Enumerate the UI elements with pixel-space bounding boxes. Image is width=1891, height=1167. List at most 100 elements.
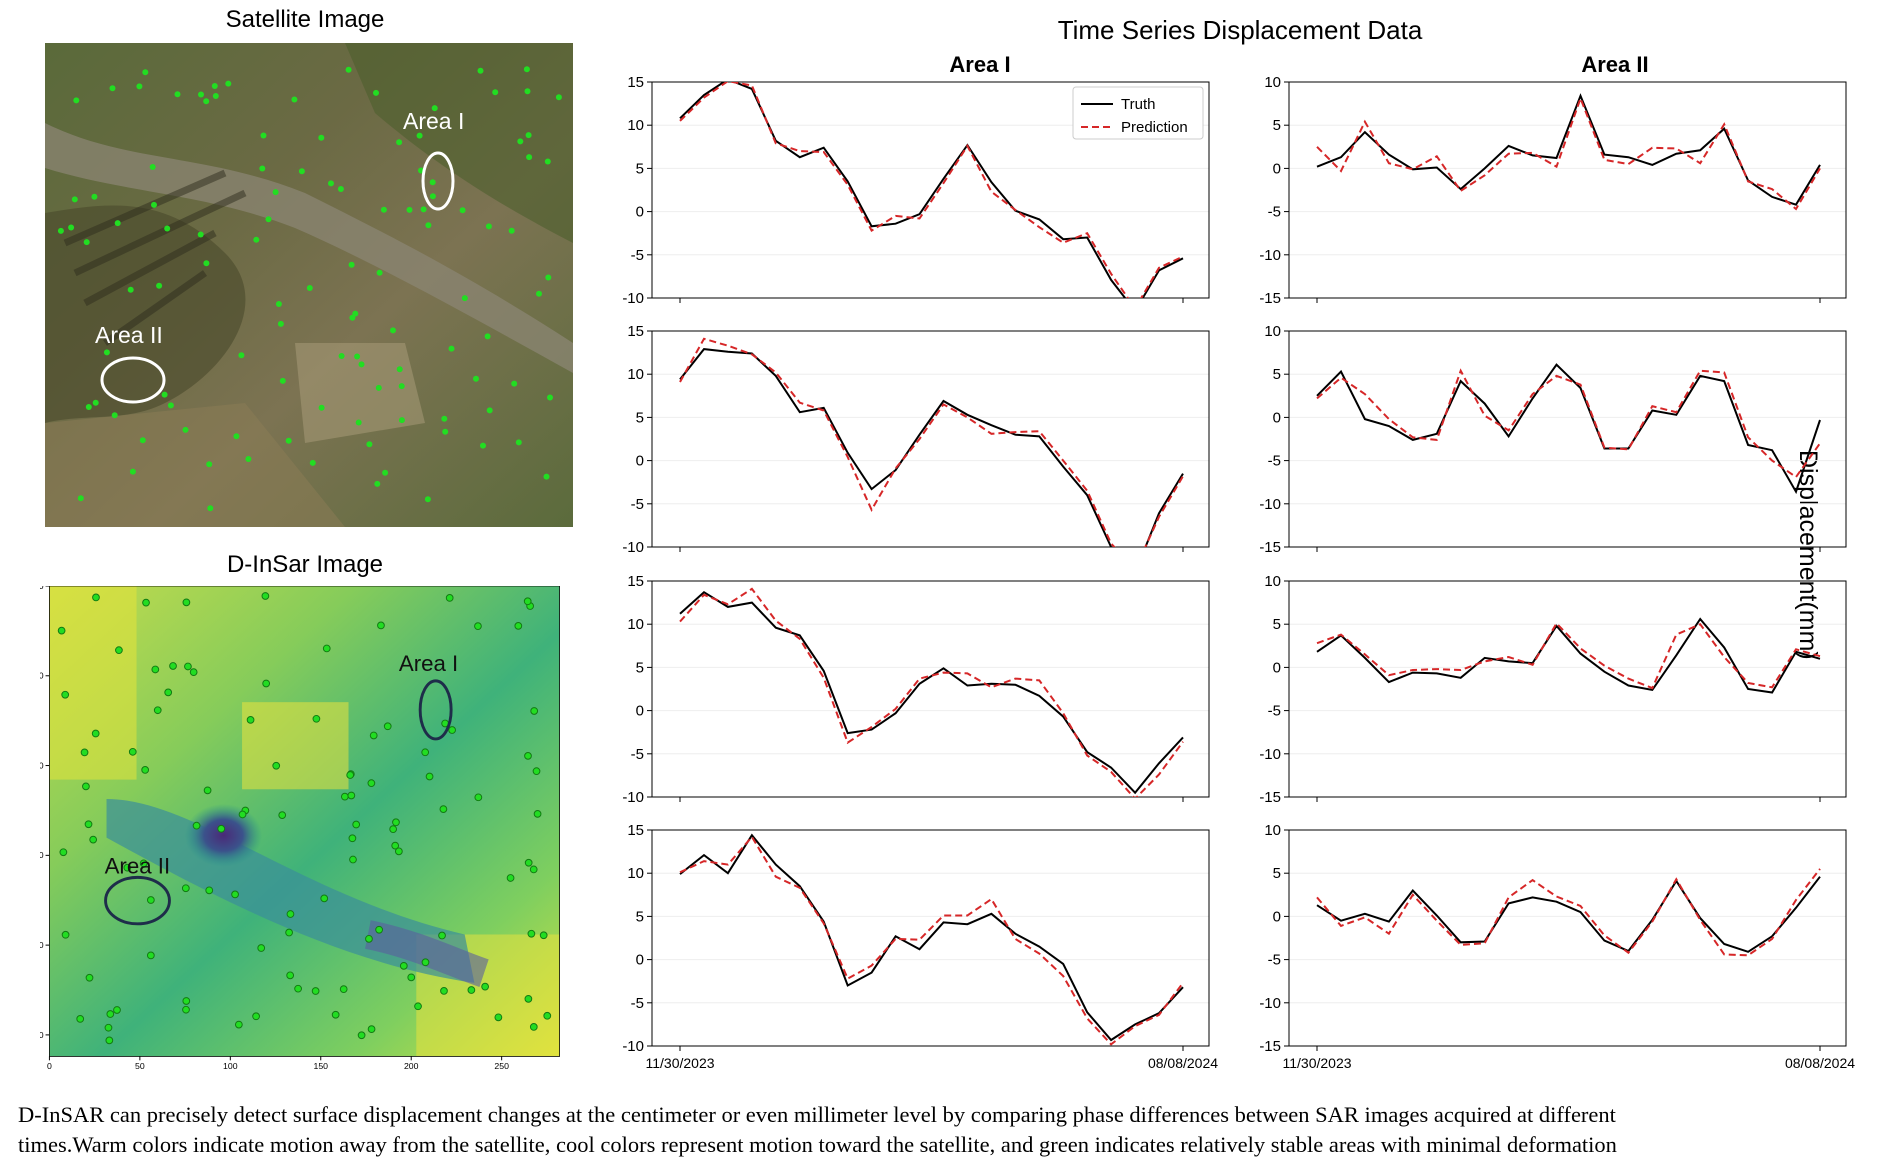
point-marker: [277, 320, 284, 327]
chart-frame: [651, 829, 1210, 1047]
point-marker: [225, 80, 232, 87]
point-marker: [338, 353, 345, 359]
point-marker: [103, 349, 110, 356]
point-marker: [376, 269, 383, 276]
point-marker: [425, 772, 434, 781]
y-tick-label: -5: [631, 746, 644, 763]
point-marker: [252, 1012, 260, 1021]
point-marker: [142, 598, 150, 607]
y-tick-label: 5: [1273, 616, 1281, 633]
point-marker: [139, 437, 146, 444]
y-tick-label: 0: [636, 453, 644, 470]
point-marker: [398, 383, 405, 390]
point-marker: [114, 220, 121, 227]
chart-frame: [651, 330, 1210, 548]
dinsar-x-tick-label: 0: [47, 1061, 52, 1070]
point-marker: [389, 825, 398, 834]
point-marker: [198, 91, 204, 98]
point-marker: [391, 841, 400, 850]
chart-legend: Truth Prediction: [1072, 86, 1204, 140]
point-marker: [322, 644, 331, 653]
point-marker: [203, 260, 210, 267]
point-marker: [474, 793, 483, 802]
point-marker: [508, 227, 515, 234]
point-marker: [406, 206, 413, 213]
point-marker: [517, 138, 524, 145]
dinsar-image-title: D-InSar Image: [226, 551, 384, 578]
point-marker: [514, 622, 523, 630]
point-marker: [318, 134, 325, 141]
chart-panel: -10 -5 0 5 10 15: [622, 323, 1210, 556]
point-marker: [71, 196, 78, 203]
y-tick-label: 0: [636, 703, 644, 720]
point-marker: [174, 91, 181, 98]
point-marker: [375, 384, 382, 391]
legend-label: Truth: [1121, 96, 1155, 113]
point-marker: [429, 193, 436, 200]
point-marker: [105, 1036, 114, 1045]
point-marker: [318, 404, 325, 411]
y-tick-label: 5: [1273, 366, 1281, 383]
truth-series-line: [1316, 93, 1821, 206]
satellite-area1-ellipse: [421, 151, 455, 211]
chart-panel: -10 -5 0 5 10 15: [622, 573, 1210, 806]
point-marker: [278, 811, 287, 819]
point-marker: [547, 394, 553, 401]
truth-series-line: [1316, 876, 1821, 953]
point-marker: [431, 105, 438, 112]
point-marker: [57, 227, 64, 234]
point-marker: [260, 132, 267, 139]
point-marker: [104, 1023, 113, 1032]
point-marker: [394, 847, 403, 856]
timeseries-charts: -10-5051015TruthPrediction-15-10-50510-1…: [622, 74, 1855, 1071]
point-marker: [91, 729, 100, 738]
y-tick-label: 10: [627, 616, 644, 633]
point-marker: [259, 165, 266, 172]
point-marker: [375, 925, 383, 934]
point-marker: [539, 931, 548, 940]
prediction-series-line: [679, 587, 1184, 797]
y-tick-label: -5: [631, 247, 644, 264]
point-marker: [203, 786, 212, 795]
dinsar-y-tick-label: 100: [40, 760, 44, 770]
point-marker: [380, 206, 387, 213]
point-marker: [113, 1006, 121, 1014]
y-tick-label: 10: [627, 117, 644, 134]
prediction-series-line: [1316, 95, 1821, 211]
point-marker: [438, 931, 446, 940]
point-marker: [349, 855, 357, 864]
point-marker: [543, 1011, 552, 1020]
point-marker: [206, 461, 213, 468]
column-title-area2: Area II: [1581, 52, 1649, 77]
point-marker: [57, 626, 66, 635]
point-marker: [265, 216, 272, 223]
point-marker: [448, 726, 456, 734]
point-marker: [414, 1002, 422, 1011]
point-marker: [442, 428, 449, 435]
dinsar-y-tick-label: 250: [40, 1030, 44, 1040]
point-marker: [272, 761, 281, 770]
point-marker: [136, 83, 143, 90]
point-marker: [348, 261, 355, 268]
y-tick-label: 0: [1273, 409, 1281, 426]
y-tick-label: 15: [627, 573, 644, 590]
point-marker: [169, 662, 177, 670]
dinsar-y-tick-label: 200: [40, 940, 44, 950]
point-marker: [123, 863, 132, 872]
point-marker: [441, 415, 448, 422]
point-marker: [374, 480, 381, 487]
point-marker: [151, 665, 160, 674]
point-marker: [286, 971, 295, 980]
legend-label: Prediction: [1121, 119, 1188, 136]
point-marker: [416, 132, 423, 139]
point-marker: [233, 433, 240, 440]
y-tick-label: -15: [1259, 1038, 1281, 1055]
point-marker: [421, 958, 430, 967]
point-marker: [61, 690, 70, 699]
point-marker: [429, 179, 436, 186]
point-marker: [532, 767, 541, 776]
point-marker: [285, 928, 293, 937]
point-marker: [524, 858, 533, 867]
dinsar-x-tick-label: 150: [313, 1061, 328, 1070]
point-marker: [238, 810, 247, 819]
